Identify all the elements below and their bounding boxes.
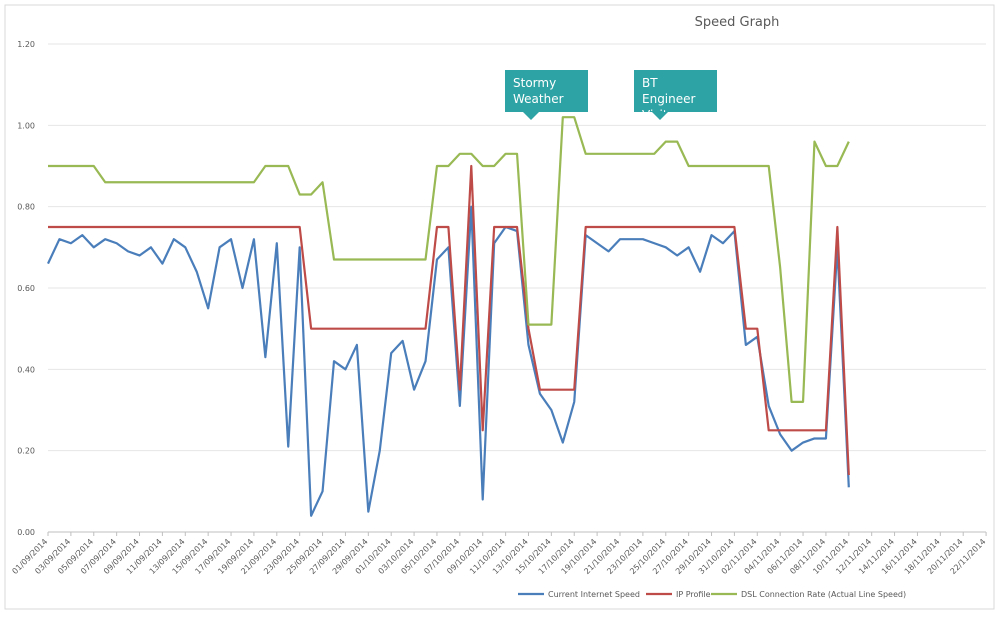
y-tick-label: 0.40: [17, 365, 35, 374]
annotation: BT Engineer Visit: [634, 70, 717, 122]
chart-title: Speed Graph: [695, 15, 780, 30]
legend-label: IP Profile: [676, 590, 711, 599]
legend-label: Current Internet Speed: [548, 590, 640, 599]
legend-label: DSL Connection Rate (Actual Line Speed): [741, 590, 906, 599]
y-tick-label: 1.00: [17, 121, 35, 130]
annotation: Stormy Weather: [505, 70, 588, 120]
series-line: [47, 205, 850, 517]
series-line: [48, 164, 850, 476]
y-tick-label: 0.00: [17, 528, 35, 537]
chart-border: [4, 4, 995, 610]
y-tick-label: 0.20: [17, 447, 35, 456]
y-tick-label: 0.60: [17, 284, 35, 293]
y-tick-label: 1.20: [17, 40, 35, 49]
series-line: [48, 116, 850, 403]
y-tick-label: 0.80: [17, 203, 35, 212]
